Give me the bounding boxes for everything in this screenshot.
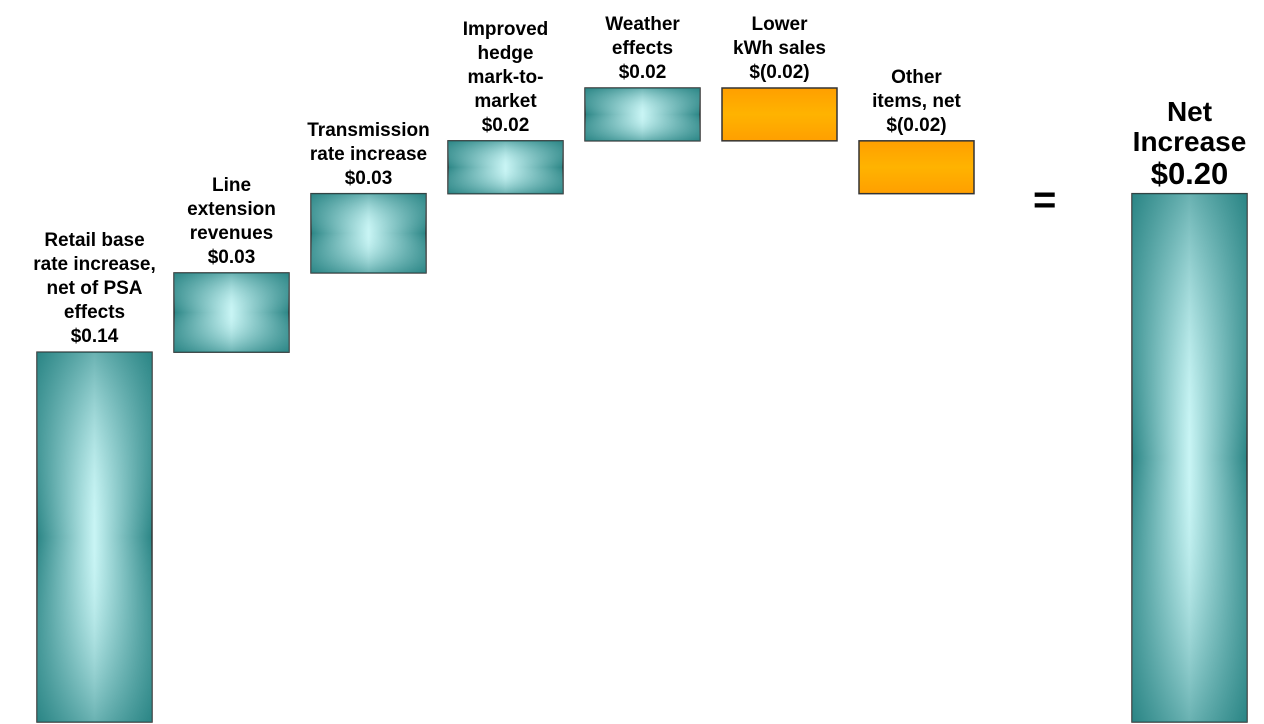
value-label: $0.03 — [344, 167, 393, 189]
category-label: Line extension revenues — [187, 174, 276, 244]
bar-shade — [174, 272, 289, 353]
category-label: Transmission rate increase — [307, 119, 430, 165]
value-label: $0.02 — [618, 62, 667, 83]
bar-label: Weather effects $0.02 — [558, 13, 728, 85]
bar-shade — [585, 88, 700, 141]
value-label: $0.02 — [481, 114, 530, 136]
bar-label: Improved hedge mark-to- market $0.02 — [421, 18, 591, 138]
bar-shade — [1132, 193, 1247, 722]
value-label: $(0.02) — [749, 62, 810, 83]
bar-label: Other items, net $(0.02) — [832, 66, 1002, 138]
bar-shade — [448, 140, 563, 194]
bar-shade — [37, 352, 152, 722]
category-label: Improved hedge mark-to- market — [462, 18, 549, 112]
bar-label: Transmission rate increase $0.03 — [284, 119, 454, 191]
bar — [721, 87, 838, 142]
bar-label: Lower kWh sales $(0.02) — [695, 13, 865, 85]
value-label: $(0.02) — [886, 114, 947, 136]
category-label: Lower kWh sales — [733, 14, 826, 59]
bar-label: Line extension revenues $0.03 — [147, 174, 317, 270]
bar-label: Retail base rate increase, net of PSA ef… — [10, 229, 180, 349]
value-label: $0.20 — [1150, 155, 1229, 191]
category-label: Net Increase — [1132, 95, 1247, 157]
value-label: $0.14 — [70, 326, 119, 348]
bar-label: Net Increase $0.20 — [1105, 95, 1264, 191]
bar-shade — [311, 193, 426, 273]
category-label: Weather effects — [605, 14, 680, 59]
value-label: $0.03 — [207, 246, 256, 268]
bar — [858, 140, 975, 195]
equals-sign: = — [1033, 178, 1057, 222]
category-label: Retail base rate increase, net of PSA ef… — [33, 230, 156, 324]
category-label: Other items, net — [872, 66, 961, 112]
